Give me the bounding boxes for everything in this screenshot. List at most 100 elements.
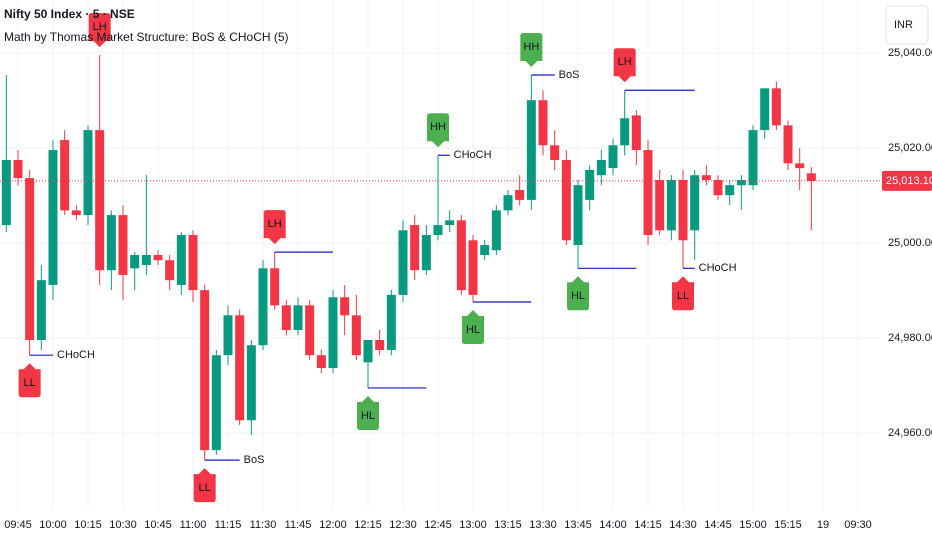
y-tick-label: 24,980.00 bbox=[888, 332, 932, 344]
structure-label-box bbox=[520, 33, 543, 68]
candle-body bbox=[550, 145, 560, 161]
candle-body bbox=[141, 255, 151, 265]
candle-body bbox=[713, 179, 723, 196]
y-tick-label: 24,960.00 bbox=[888, 427, 932, 439]
structure-label-box bbox=[462, 310, 485, 345]
structure-label: LH bbox=[268, 218, 282, 230]
structure-label: HL bbox=[361, 410, 375, 422]
structure-label: HH bbox=[430, 121, 446, 133]
currency[interactable]: INR bbox=[894, 19, 913, 31]
candle-body bbox=[351, 315, 361, 356]
candle-body bbox=[375, 340, 385, 350]
x-tick-label: 19 bbox=[817, 519, 829, 531]
x-tick-label: 10:15 bbox=[74, 519, 102, 531]
candle-body bbox=[153, 255, 163, 261]
structure-label-box bbox=[613, 48, 636, 83]
candle-body bbox=[270, 268, 280, 306]
structure-break: CHoCH bbox=[699, 262, 737, 274]
last-price-label: 25,013.10 bbox=[886, 175, 932, 187]
candle-body bbox=[468, 240, 478, 295]
candle-body bbox=[328, 297, 338, 369]
candle-body bbox=[200, 290, 210, 451]
candle-body bbox=[176, 235, 186, 285]
structure-label: LL bbox=[677, 290, 689, 302]
candle-body bbox=[340, 297, 350, 316]
structure-label-box bbox=[672, 276, 695, 311]
x-tick-label: 15:00 bbox=[739, 519, 767, 531]
x-tick-label: 13:15 bbox=[494, 519, 522, 531]
candle-body bbox=[13, 160, 23, 179]
structure-break: CHoCH bbox=[454, 149, 492, 161]
x-tick-label: 14:30 bbox=[669, 519, 697, 531]
candle-body bbox=[305, 305, 315, 356]
candle-body bbox=[130, 255, 140, 269]
candle-body bbox=[526, 100, 536, 200]
candle-body bbox=[620, 118, 630, 146]
candle-body bbox=[445, 220, 455, 226]
x-tick-label: 10:45 bbox=[144, 519, 172, 531]
candle-body bbox=[771, 88, 781, 126]
x-tick-label: 13:30 bbox=[529, 519, 557, 531]
candle-body bbox=[678, 179, 688, 241]
structure-break: BoS bbox=[244, 454, 265, 466]
candle-body bbox=[701, 175, 711, 180]
y-tick-label: 25,020.00 bbox=[888, 142, 932, 154]
structure-label: LL bbox=[24, 377, 36, 389]
candle-body bbox=[596, 160, 606, 176]
candle-body bbox=[585, 170, 595, 200]
candle-body bbox=[60, 140, 70, 211]
candle-body bbox=[410, 225, 420, 271]
candle-body bbox=[316, 355, 326, 369]
x-tick-label: 12:00 bbox=[319, 519, 347, 531]
candle-body bbox=[258, 268, 268, 346]
candle-body bbox=[480, 245, 490, 255]
structure-label: LL bbox=[199, 482, 211, 494]
x-tick-label: 09:45 bbox=[4, 519, 32, 531]
structure-break: BoS bbox=[559, 69, 580, 81]
currency-box[interactable] bbox=[885, 5, 929, 45]
structure-label-box bbox=[263, 210, 286, 245]
candle-body bbox=[71, 210, 81, 216]
x-tick-label: 10:00 bbox=[39, 519, 67, 531]
candle-body bbox=[95, 130, 105, 271]
structure-label-box bbox=[427, 113, 450, 148]
x-tick-label: 12:30 bbox=[389, 519, 417, 531]
candle-body bbox=[246, 345, 256, 421]
candle-body bbox=[48, 150, 58, 285]
x-tick-label: 13:45 bbox=[564, 519, 592, 531]
candle-body bbox=[760, 88, 770, 131]
candle-body bbox=[631, 115, 641, 151]
candle-body bbox=[386, 294, 396, 350]
x-tick-label: 15:15 bbox=[774, 519, 802, 531]
candle-body bbox=[106, 215, 116, 271]
candle-body bbox=[25, 178, 35, 340]
plot-layer: CHoCH BoS CHoCH BoS CHoCH bbox=[0, 55, 880, 466]
candle-body bbox=[36, 280, 46, 340]
candle-body bbox=[503, 195, 513, 211]
candle-body bbox=[118, 215, 128, 275]
candle-body bbox=[690, 175, 700, 231]
candle-body bbox=[608, 145, 618, 169]
structure-label: HL bbox=[571, 290, 585, 302]
structure-label: LH bbox=[618, 56, 632, 68]
candle-body bbox=[795, 163, 805, 169]
x-tick-label: 11:15 bbox=[215, 519, 242, 531]
candle-body bbox=[643, 150, 653, 236]
structure-label-box bbox=[357, 395, 380, 430]
candle-body bbox=[655, 179, 665, 231]
candle-body bbox=[538, 100, 548, 146]
structure-label: HH bbox=[523, 41, 539, 53]
x-tick-label: 12:15 bbox=[354, 519, 382, 531]
x-tick-label: 11:00 bbox=[180, 519, 207, 531]
candle-body bbox=[456, 220, 466, 291]
x-tick-label: 14:45 bbox=[704, 519, 732, 531]
structure-label-box bbox=[567, 276, 590, 311]
candle-body bbox=[433, 225, 443, 236]
candle-body bbox=[293, 305, 303, 331]
candle-body bbox=[281, 305, 291, 331]
structure-label: HL bbox=[466, 324, 480, 336]
y-tick-label: 25,040.00 bbox=[888, 47, 932, 59]
